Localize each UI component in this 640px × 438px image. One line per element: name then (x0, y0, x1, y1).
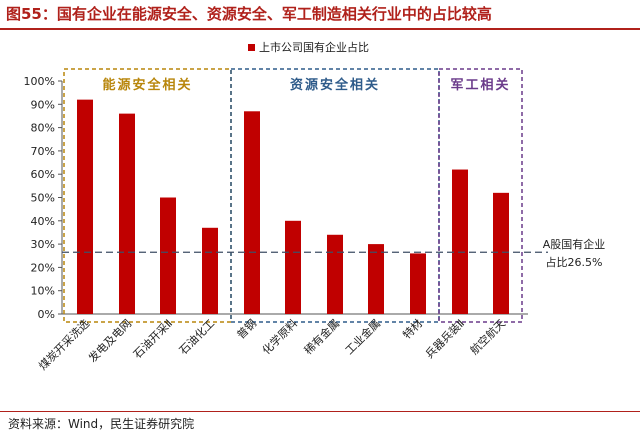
bar (452, 169, 468, 314)
bar (77, 99, 93, 314)
bar (368, 244, 384, 314)
legend-label: 上市公司国有企业占比 (259, 40, 369, 54)
bar (327, 234, 343, 314)
y-tick-label: 30% (31, 238, 55, 251)
x-tick-label: 煤炭开采洗选 (36, 317, 92, 373)
x-tick-label: 工业金属 (342, 316, 383, 357)
y-tick-label: 0% (38, 308, 55, 321)
x-tick-label: 化学原料 (259, 316, 300, 357)
title-rule (0, 28, 640, 30)
figure-title: 图55：国有企业在能源安全、资源安全、军工制造相关行业中的占比较高 (6, 5, 492, 23)
group-label: 资源安全相关 (290, 77, 380, 93)
reference-label-line2: 占比26.5% (546, 255, 603, 269)
x-tick-label: 特材 (400, 316, 425, 341)
group-label: 军工相关 (450, 77, 510, 93)
bar (410, 253, 426, 314)
x-tick-label: 航空航天 (467, 316, 508, 357)
bottom-rule (0, 411, 640, 412)
legend: 上市公司国有企业占比 (248, 40, 369, 54)
y-tick-label: 90% (31, 98, 55, 111)
y-tick-label: 100% (24, 75, 55, 88)
bar (119, 113, 135, 315)
group-boxes: 能源安全相关 资源安全相关 军工相关 (63, 68, 523, 323)
x-tick-label: 兵器兵装Ⅱ (423, 317, 467, 361)
bar (160, 197, 176, 314)
bar (202, 227, 218, 314)
bars-group (77, 99, 509, 315)
group-label: 能源安全相关 (102, 77, 192, 93)
bar (493, 192, 509, 314)
bar (285, 220, 301, 314)
y-tick-label: 40% (31, 215, 55, 228)
legend-swatch (248, 44, 255, 51)
y-tick-label: 20% (31, 261, 55, 274)
y-tick-label: 60% (31, 168, 55, 181)
x-tick-label: 石油化工 (176, 316, 217, 357)
y-tick-label: 10% (31, 285, 55, 298)
x-tick-label: 发电及电网 (85, 316, 134, 365)
reference-label-line1: A股国有企业 (543, 237, 606, 251)
bar (244, 111, 260, 314)
bar-chart: 0% 10% 20% 30% 40% 50% 60% 70% 80% 90% 100% 能源安全相关… (24, 40, 606, 373)
y-tick-label: 80% (31, 122, 55, 135)
source-note: 资料来源：Wind，民生证券研究院 (8, 417, 195, 431)
x-tick-label: 石油开采Ⅱ (130, 316, 175, 361)
x-tick-label: 稀有金属 (301, 316, 342, 357)
group-box (438, 68, 523, 323)
x-tick-label: 普钢 (234, 316, 259, 341)
y-tick-label: 70% (31, 145, 55, 158)
y-axis-group: 0% 10% 20% 30% 40% 50% 60% 70% 80% 90% 100% (24, 75, 528, 321)
y-tick-label: 50% (31, 192, 55, 205)
